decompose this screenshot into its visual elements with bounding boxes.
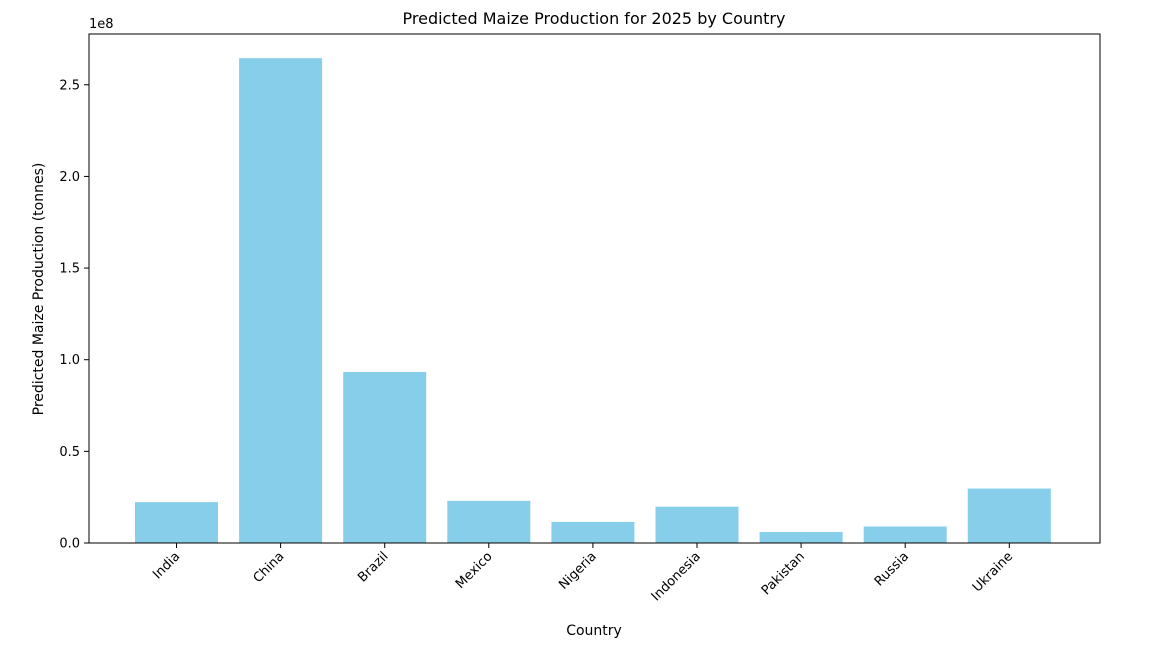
x-tick-label: Russia <box>872 549 912 589</box>
bar-brazil <box>343 371 427 543</box>
bar-russia <box>863 526 947 543</box>
y-tick-label: 2.5 <box>59 78 80 93</box>
x-tick-label: Ukraine <box>970 549 1016 595</box>
bar-pakistan <box>759 532 843 543</box>
x-tick-label: Indonesia <box>649 549 704 604</box>
y-tick-label: 1.0 <box>59 353 80 368</box>
y-tick-label: 1.5 <box>59 262 80 277</box>
bar-nigeria <box>551 521 635 543</box>
y-axis-offset-label: 1e8 <box>89 17 114 32</box>
x-tick-label: Nigeria <box>556 549 599 592</box>
x-tick-label: China <box>251 549 288 586</box>
x-tick-label: Pakistan <box>759 549 808 598</box>
y-axis: 0.0 0.5 1.0 1.5 2.0 2.5 <box>59 78 89 552</box>
chart-title: Predicted Maize Production for 2025 by C… <box>403 9 786 28</box>
x-tick-label: Mexico <box>453 549 496 592</box>
y-axis-label: Predicted Maize Production (tonnes) <box>31 163 47 416</box>
plot-frame <box>88 33 1101 544</box>
x-tick-label: India <box>150 549 183 582</box>
bar-ukraine <box>967 488 1051 543</box>
bar-indonesia <box>655 506 739 543</box>
y-tick-label: 0.5 <box>59 445 80 460</box>
bar-mexico <box>447 500 531 543</box>
y-tick-label: 0.0 <box>59 537 80 552</box>
bar-group <box>135 58 1051 543</box>
y-tick-label: 2.0 <box>59 170 80 185</box>
x-tick-label: Brazil <box>355 549 391 585</box>
x-axis: India China Brazil Mexico Nigeria Indonesia Pa… <box>150 543 1016 604</box>
x-axis-label: Country <box>566 623 622 639</box>
bar-china <box>239 58 323 543</box>
bar-india <box>135 502 218 543</box>
